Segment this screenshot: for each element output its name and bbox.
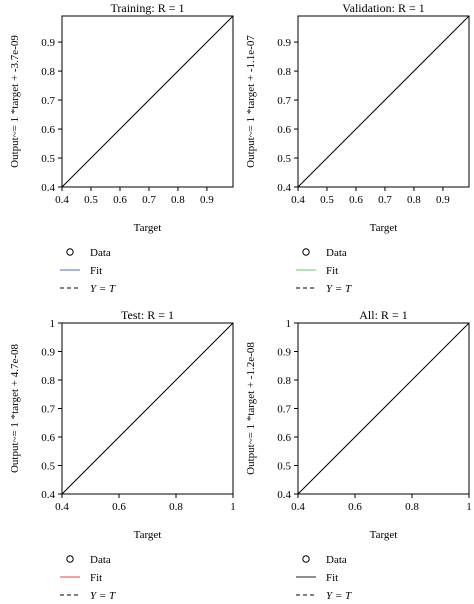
x-tick-label: 0.8 <box>405 501 419 513</box>
x-tick-label: 0.4 <box>55 194 69 206</box>
x-tick-label: 0.7 <box>378 194 392 206</box>
x-tick-label: 0.9 <box>200 194 214 206</box>
legend-label-data: Data <box>326 554 347 566</box>
legend-data-marker <box>302 555 310 563</box>
y-tick-label: 0.5 <box>41 153 55 165</box>
x-tick-label: 0.6 <box>112 501 126 513</box>
y-tick-label: 0.4 <box>41 182 55 194</box>
y-tick-label: 0.4 <box>277 182 291 194</box>
fit-line <box>61 322 234 495</box>
legend-label-data: Data <box>90 554 111 566</box>
x-axis-label: Target <box>370 222 398 234</box>
legend-label-data: Data <box>326 247 347 259</box>
chart-title: All: R = 1 <box>359 308 407 322</box>
y-axis-label: Output~= 1 *target + -1.2e-08 <box>245 342 257 475</box>
x-axis-label: Target <box>134 222 162 234</box>
y-tick-label: 0.9 <box>277 347 291 359</box>
y-tick-label: 0.7 <box>41 95 55 107</box>
y-tick-label: 0.4 <box>277 489 291 501</box>
legend-label-fit: Fit <box>90 265 102 277</box>
legend-data-marker <box>66 555 74 563</box>
y-tick-label: 1 <box>50 318 56 330</box>
y-tick-label: 0.6 <box>277 124 291 136</box>
chart-validation: Validation: R = 1 0.4 0.5 0.6 0.7 0.8 0.9 0.4 0.… <box>245 1 470 295</box>
y-tick-label: 0.4 <box>41 489 55 501</box>
y-tick-label: 0.6 <box>41 124 55 136</box>
chart-title: Validation: R = 1 <box>342 1 424 15</box>
y-tick-label: 1 <box>286 318 292 330</box>
legend-label-fit: Fit <box>326 265 338 277</box>
x-tick-label: 0.9 <box>436 194 450 206</box>
x-tick-label: 0.6 <box>113 194 127 206</box>
y-tick-label: 0.5 <box>277 153 291 165</box>
y-axis-label: Output~= 1 *target + -3.7e-09 <box>9 35 21 168</box>
y-tick-label: 0.6 <box>41 432 55 444</box>
x-tick-label: 0.4 <box>291 194 305 206</box>
y-tick-label: 0.9 <box>41 347 55 359</box>
chart-title: Test: R = 1 <box>121 308 174 322</box>
y-tick-label: 0.7 <box>41 404 55 416</box>
chart-title: Training: R = 1 <box>110 1 184 15</box>
y-tick-label: 0.7 <box>277 95 291 107</box>
x-tick-label: 1 <box>230 501 236 513</box>
y-tick-label: 0.8 <box>277 66 291 78</box>
x-tick-label: 1 <box>466 501 472 513</box>
chart-test: Test: R = 1 0.4 0.6 0.8 1 0.4 0.5 0.6 0.7 0.8 0.9 1… <box>9 308 236 602</box>
legend-label-y-equals-t: Y = T <box>90 590 116 602</box>
legend-label-y-equals-t: Y = T <box>90 283 116 295</box>
x-tick-label: 0.5 <box>84 194 98 206</box>
fit-line <box>297 15 470 188</box>
y-tick-label: 0.8 <box>277 375 291 387</box>
plot-frame <box>61 15 234 188</box>
y-tick-label: 0.5 <box>277 461 291 473</box>
legend-label-data: Data <box>90 247 111 259</box>
y-axis-label: Output~= 1 *target + 4.7e-08 <box>9 343 21 473</box>
legend-label-y-equals-t: Y = T <box>326 590 352 602</box>
fit-line <box>61 15 234 188</box>
x-tick-label: 0.6 <box>349 194 363 206</box>
x-axis-label: Target <box>134 529 162 541</box>
y-tick-label: 0.9 <box>277 37 291 49</box>
x-tick-label: 0.4 <box>291 501 305 513</box>
y-tick-label: 0.9 <box>41 37 55 49</box>
x-axis-label: Target <box>370 529 398 541</box>
y-tick-label: 0.8 <box>41 66 55 78</box>
legend-label-y-equals-t: Y = T <box>326 283 352 295</box>
plot-frame <box>297 15 470 188</box>
legend-data-marker <box>66 248 74 256</box>
legend-label-fit: Fit <box>326 572 338 584</box>
x-tick-label: 0.4 <box>55 501 69 513</box>
y-tick-label: 0.5 <box>41 461 55 473</box>
x-tick-label: 0.6 <box>348 501 362 513</box>
x-tick-label: 0.5 <box>320 194 334 206</box>
fit-line <box>297 322 470 495</box>
legend-label-fit: Fit <box>90 572 102 584</box>
x-tick-label: 0.7 <box>142 194 156 206</box>
x-tick-label: 0.8 <box>407 194 421 206</box>
chart-training: Training: R = 1 0.4 0.5 0.6 0.7 0.8 0.9 0.4 0.5 0… <box>9 1 234 295</box>
x-tick-label: 0.8 <box>171 194 185 206</box>
chart-all: All: R = 1 0.4 0.6 0.8 1 0.4 0.5 0.6 0.7 0.8 0.9 1 T… <box>245 308 472 602</box>
y-tick-label: 0.8 <box>41 375 55 387</box>
legend-data-marker <box>302 248 310 256</box>
y-tick-label: 0.7 <box>277 404 291 416</box>
y-axis-label: Output~= 1 *target + -1.1e-07 <box>245 35 257 168</box>
y-tick-label: 0.6 <box>277 432 291 444</box>
x-tick-label: 0.8 <box>169 501 183 513</box>
